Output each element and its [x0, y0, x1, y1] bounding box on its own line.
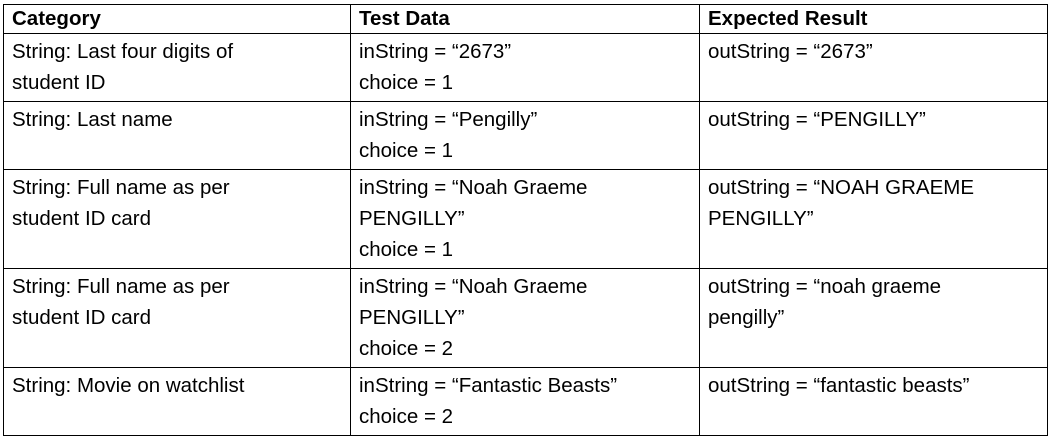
test-data-line: inString = “Noah Graeme: [359, 275, 588, 298]
category-line: student ID card: [12, 306, 152, 329]
category-cell: String: Last four digits of student ID: [3, 33, 351, 102]
test-data-line: choice = 2: [359, 405, 454, 428]
category-cell: String: Full name as per student ID card: [3, 268, 351, 368]
test-data-line: inString = “Fantastic Beasts”: [359, 374, 618, 397]
category-line: String: Movie on watchlist: [12, 374, 245, 397]
category-line: String: Last name: [12, 108, 173, 131]
expected-result-line: outString = “PENGILLY”: [708, 108, 926, 131]
header-test-data: Test Data: [350, 4, 700, 34]
test-data-line: choice = 2: [359, 337, 454, 360]
table-row: String: Full name as per student ID card…: [3, 169, 1048, 269]
test-data-cell: inString = “Fantastic Beasts” choice = 2: [350, 367, 700, 436]
header-expected-result: Expected Result: [699, 4, 1048, 34]
test-data-line: inString = “2673”: [359, 40, 512, 63]
table-row: String: Last name inString = “Pengilly” …: [3, 101, 1048, 170]
category-line: student ID: [12, 71, 106, 94]
category-line: student ID card: [12, 207, 152, 230]
table-row: String: Last four digits of student ID i…: [3, 33, 1048, 102]
expected-result-cell: outString = “2673”: [699, 33, 1048, 102]
category-cell: String: Movie on watchlist: [3, 367, 351, 436]
test-data-cell: inString = “2673” choice = 1: [350, 33, 700, 102]
expected-result-cell: outString = “PENGILLY”: [699, 101, 1048, 170]
category-line: String: Full name as per: [12, 275, 230, 298]
test-data-line: inString = “Noah Graeme: [359, 176, 588, 199]
test-data-line: inString = “Pengilly”: [359, 108, 538, 131]
test-data-line: choice = 1: [359, 139, 454, 162]
expected-result-cell: outString = “NOAH GRAEME PENGILLY”: [699, 169, 1048, 269]
header-category: Category: [3, 4, 351, 34]
expected-result-line: pengilly”: [708, 306, 785, 329]
expected-result-line: outString = “noah graeme: [708, 275, 942, 298]
test-data-line: PENGILLY”: [359, 306, 465, 329]
category-line: String: Last four digits of: [12, 40, 234, 63]
test-data-line: choice = 1: [359, 71, 454, 94]
expected-result-cell: outString = “fantastic beasts”: [699, 367, 1048, 436]
expected-result-line: PENGILLY”: [708, 207, 814, 230]
test-data-cell: inString = “Pengilly” choice = 1: [350, 101, 700, 170]
test-data-line: PENGILLY”: [359, 207, 465, 230]
test-data-cell: inString = “Noah Graeme PENGILLY” choice…: [350, 169, 700, 269]
test-cases-table: Category Test Data Expected Result Strin…: [3, 4, 1048, 436]
table-row: String: Movie on watchlist inString = “F…: [3, 367, 1048, 436]
expected-result-cell: outString = “noah graeme pengilly”: [699, 268, 1048, 368]
test-data-line: choice = 1: [359, 238, 454, 261]
test-data-cell: inString = “Noah Graeme PENGILLY” choice…: [350, 268, 700, 368]
expected-result-line: outString = “2673”: [708, 40, 873, 63]
table-row: String: Full name as per student ID card…: [3, 268, 1048, 368]
category-line: String: Full name as per: [12, 176, 230, 199]
category-cell: String: Last name: [3, 101, 351, 170]
expected-result-line: outString = “NOAH GRAEME: [708, 176, 975, 199]
expected-result-line: outString = “fantastic beasts”: [708, 374, 970, 397]
table-header-row: Category Test Data Expected Result: [3, 4, 1048, 34]
category-cell: String: Full name as per student ID card: [3, 169, 351, 269]
